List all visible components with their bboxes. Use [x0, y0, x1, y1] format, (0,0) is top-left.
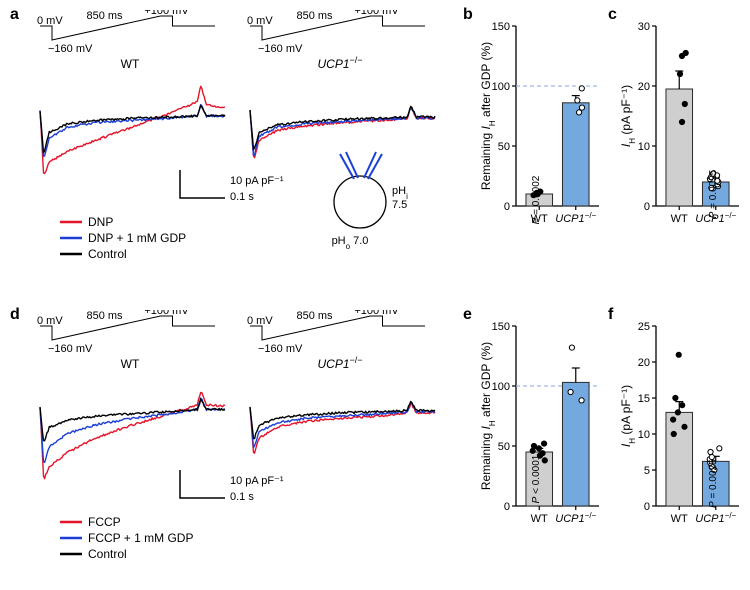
- svg-text:IH (pA pF⁻¹): IH (pA pF⁻¹): [619, 385, 637, 447]
- svg-text:0: 0: [504, 201, 510, 213]
- svg-text:−160 mV: −160 mV: [258, 43, 303, 55]
- svg-text:Remaining IH after GDP (%): Remaining IH after GDP (%): [479, 342, 497, 490]
- figure-root: a b c d e f 0 mV850 ms+100 mV−160 mVWT0 …: [0, 0, 750, 582]
- svg-text:−160 mV: −160 mV: [48, 343, 93, 355]
- svg-text:pHo 7.0: pHo 7.0: [332, 235, 369, 251]
- svg-text:0 mV: 0 mV: [37, 315, 63, 327]
- svg-text:UCP1−/−: UCP1−/−: [695, 511, 736, 526]
- svg-text:FCCP: FCCP: [88, 515, 121, 529]
- svg-text:P = 0.0025: P = 0.0025: [708, 169, 719, 218]
- svg-text:150: 150: [492, 21, 510, 33]
- svg-text:FCCP + 1 mM GDP: FCCP + 1 mM GDP: [88, 531, 193, 545]
- svg-text:WT: WT: [121, 57, 140, 71]
- svg-text:P = 0.0025: P = 0.0025: [708, 459, 719, 508]
- svg-text:100: 100: [492, 81, 510, 93]
- svg-text:850 ms: 850 ms: [86, 310, 123, 322]
- panel-label-c: c: [608, 6, 617, 24]
- svg-text:150: 150: [492, 321, 510, 333]
- panel-label-b: b: [463, 6, 473, 24]
- panel-label-e: e: [463, 306, 472, 324]
- svg-text:UCP1−/−: UCP1−/−: [555, 211, 596, 226]
- svg-text:0: 0: [644, 201, 650, 213]
- svg-text:+100 mV: +100 mV: [354, 310, 399, 317]
- svg-text:100: 100: [492, 381, 510, 393]
- svg-text:50: 50: [498, 141, 510, 153]
- svg-text:50: 50: [498, 441, 510, 453]
- svg-text:WT: WT: [531, 513, 548, 525]
- panel-label-f: f: [608, 306, 613, 324]
- svg-text:P = 0.0002: P = 0.0002: [531, 175, 542, 224]
- svg-text:WT: WT: [671, 513, 688, 525]
- svg-text:Control: Control: [88, 247, 127, 261]
- svg-text:5: 5: [644, 465, 650, 477]
- svg-text:P < 0.0001: P < 0.0001: [531, 454, 542, 503]
- svg-text:850 ms: 850 ms: [296, 310, 333, 322]
- svg-text:0 mV: 0 mV: [247, 315, 273, 327]
- svg-text:UCP1−/−: UCP1−/−: [317, 355, 362, 371]
- svg-text:+100 mV: +100 mV: [354, 10, 399, 17]
- svg-text:0.1 s: 0.1 s: [230, 491, 254, 503]
- svg-text:UCP1−/−: UCP1−/−: [317, 55, 362, 71]
- panel-d-svg: 0 mV 850 ms +100 mV −160 mV WT 0 mV 850 ms +100…: [30, 310, 450, 590]
- svg-text:−160 mV: −160 mV: [258, 343, 303, 355]
- svg-text:15: 15: [638, 393, 650, 405]
- svg-text:20: 20: [638, 81, 650, 93]
- svg-text:0: 0: [644, 501, 650, 513]
- svg-text:7.5: 7.5: [392, 199, 407, 211]
- panel-f-svg: 0 5 10 15 20 25 IH (pA pF⁻¹) WT UCP1−/− P = 0.002…: [618, 318, 743, 540]
- svg-text:Remaining IH after GDP (%): Remaining IH after GDP (%): [479, 42, 497, 190]
- svg-text:DNP: DNP: [88, 215, 113, 229]
- panel-b-svg: 050100150Remaining IH after GDP (%)WTP =…: [478, 18, 603, 240]
- svg-text:WT: WT: [671, 213, 688, 225]
- svg-text:850 ms: 850 ms: [296, 10, 333, 22]
- panel-a-svg: 0 mV 850 ms +100 mV −160 mV WT 0 mV 850 ms +100…: [30, 10, 450, 290]
- svg-text:0.1 s: 0.1 s: [230, 191, 254, 203]
- panel-c-svg: 0102030IH (pA pF⁻¹)WTUCP1−/−P = 0.0025: [618, 18, 743, 240]
- svg-text:0 mV: 0 mV: [247, 15, 273, 27]
- panel-e-svg: 0 50 100 150 Remaining IH after GDP (%) WT P <…: [478, 318, 603, 540]
- svg-text:10 pA pF⁻¹: 10 pA pF⁻¹: [230, 175, 284, 187]
- svg-text:0: 0: [504, 501, 510, 513]
- svg-text:+100 mV: +100 mV: [144, 310, 189, 317]
- svg-text:850 ms: 850 ms: [86, 10, 123, 22]
- svg-text:UCP1−/−: UCP1−/−: [555, 511, 596, 526]
- panel-label-a: a: [10, 6, 19, 24]
- panel-label-d: d: [10, 306, 20, 324]
- svg-text:WT: WT: [121, 357, 140, 371]
- svg-text:+100 mV: +100 mV: [144, 10, 189, 17]
- svg-text:30: 30: [638, 21, 650, 33]
- svg-text:10: 10: [638, 141, 650, 153]
- svg-text:DNP + 1 mM GDP: DNP + 1 mM GDP: [88, 231, 186, 245]
- svg-text:25: 25: [638, 321, 650, 333]
- svg-text:20: 20: [638, 357, 650, 369]
- svg-text:−160 mV: −160 mV: [48, 43, 93, 55]
- svg-text:10 pA pF⁻¹: 10 pA pF⁻¹: [230, 475, 284, 487]
- svg-text:IH (pA pF⁻¹): IH (pA pF⁻¹): [619, 85, 637, 147]
- svg-text:0 mV: 0 mV: [37, 15, 63, 27]
- svg-text:10: 10: [638, 429, 650, 441]
- svg-text:Control: Control: [88, 547, 127, 561]
